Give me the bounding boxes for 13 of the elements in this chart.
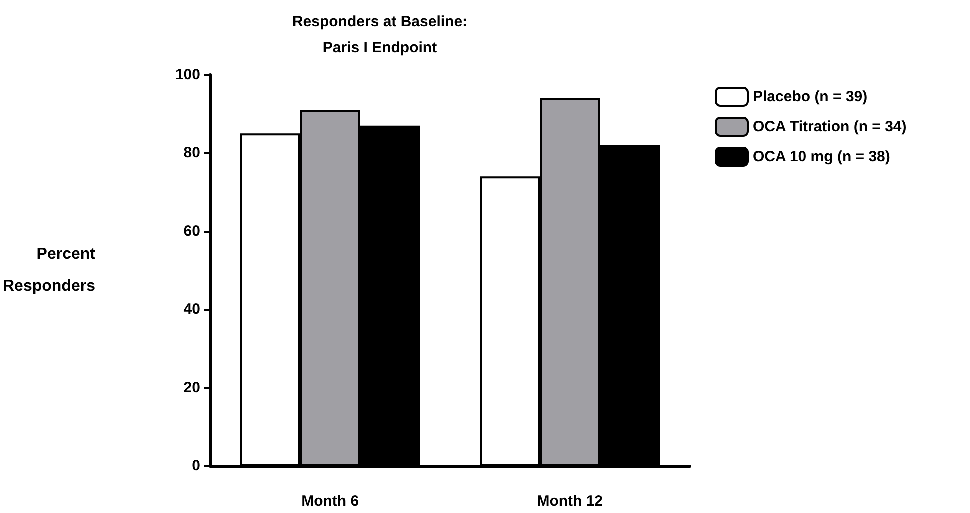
x-tick-label: Month 6 <box>302 493 360 510</box>
legend-label: OCA 10 mg (n = 38) <box>753 148 890 166</box>
y-tick-label: 20 <box>184 379 200 396</box>
legend-label: Placebo (n = 39) <box>753 88 868 106</box>
y-tick-label: 0 <box>192 458 200 474</box>
y-tick-label: 100 <box>175 66 200 84</box>
y-tick-label: 80 <box>184 144 200 162</box>
legend-label: OCA Titration (n = 34) <box>753 118 907 136</box>
chart-title: Responders at Baseline: Paris I Endpoint <box>292 14 468 56</box>
y-axis-title: Percent Responders <box>3 246 96 295</box>
x-tick-label: Month 12 <box>537 493 604 510</box>
y-tick-label: 40 <box>184 301 200 318</box>
y-tick-label: 60 <box>184 222 200 240</box>
